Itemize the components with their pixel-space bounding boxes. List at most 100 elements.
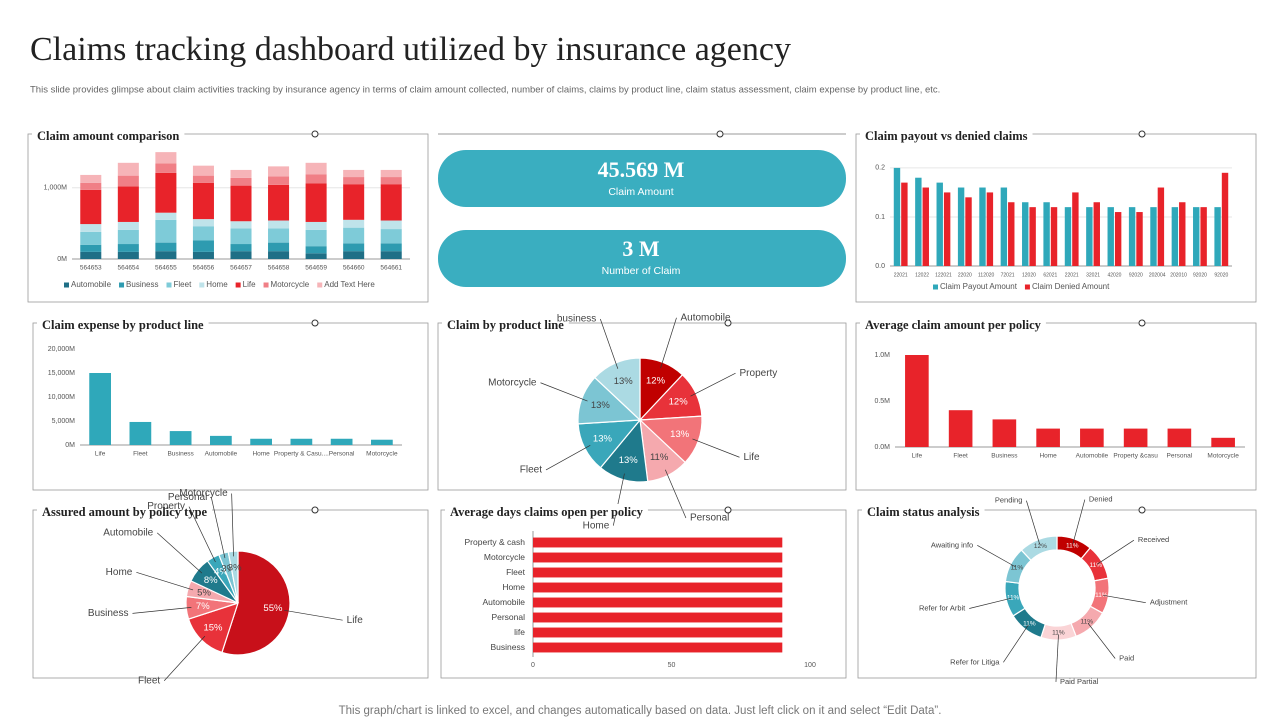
bar [948, 410, 973, 447]
bar [1036, 428, 1060, 447]
slice-label: 11% [650, 452, 669, 463]
leader-line [136, 571, 194, 591]
bar-segment [380, 220, 402, 230]
slice-label: 13% [591, 400, 611, 411]
x-tick-label: 564654 [117, 265, 139, 272]
panel-title: Claim by product line [447, 318, 564, 332]
legend-swatch [119, 282, 125, 288]
leader-line [540, 382, 588, 402]
bar-segment [305, 253, 327, 259]
bar [290, 438, 313, 445]
x-tick-label: Home [1039, 453, 1057, 460]
bar-segment [192, 182, 214, 220]
x-tick-label: 12020 [1022, 272, 1036, 278]
x-tick-label: Fleet [953, 453, 968, 460]
bar [936, 182, 943, 266]
bar-segment [80, 182, 102, 190]
y-tick-label: 0M [57, 256, 67, 263]
bar-segment [192, 251, 214, 259]
y-tick-label: 15,000M [48, 370, 75, 377]
x-tick-label: Life [95, 451, 106, 458]
bar-segment [80, 224, 102, 232]
kpi-card [438, 230, 846, 287]
panel-title: Claim amount comparison [37, 129, 179, 143]
bar [1008, 202, 1015, 266]
bar [922, 187, 929, 266]
x-tick-label: 202004 [1149, 272, 1166, 278]
y-tick-label: 5,000M [52, 418, 76, 425]
bar-segment [268, 184, 290, 221]
bar [533, 582, 783, 593]
legend-swatch [166, 282, 172, 288]
slice-label: 12% [1034, 543, 1047, 550]
slice-label: 11% [1066, 542, 1079, 549]
bar [1211, 437, 1235, 447]
slice-category: Life [743, 452, 760, 463]
y-tick-label: 0.0M [874, 444, 890, 451]
bar-segment [305, 162, 327, 175]
kpi-card [438, 150, 846, 207]
leader-line [163, 635, 206, 682]
bar [915, 177, 922, 266]
bar-segment [343, 227, 365, 244]
x-tick-label: 564658 [268, 265, 290, 272]
slice-label: 4% [214, 567, 228, 578]
legend-label: Motorcycle [271, 280, 310, 289]
y-tick-label: 1.0M [874, 352, 890, 359]
x-tick-label: 564660 [343, 265, 365, 272]
slice-category: Home [583, 520, 610, 531]
bar [129, 421, 152, 445]
bar [330, 438, 353, 445]
slice-label: 3% [221, 564, 235, 575]
bar-segment [192, 226, 214, 241]
legend-label: Claim Denied Amount [1032, 282, 1110, 291]
bar [1064, 207, 1072, 266]
bar-segment [268, 220, 290, 229]
bar [943, 192, 951, 266]
slice-category: Business [88, 608, 129, 619]
bar-segment [230, 177, 252, 186]
legend-label: Add Text Here [324, 280, 375, 289]
bar [371, 439, 393, 445]
page-subtitle: This slide provides glimpse about claim … [30, 85, 940, 96]
x-tick-label: Home [252, 451, 270, 458]
leader-line [210, 497, 226, 559]
x-tick-label: Automobile [1076, 453, 1109, 460]
bar-segment [230, 185, 252, 222]
leader-line [1055, 634, 1059, 682]
bar [1114, 212, 1122, 266]
bar-segment [343, 169, 365, 178]
bar-segment [155, 242, 177, 252]
bar-segment [305, 229, 327, 247]
x-tick-label: 22020 [958, 272, 972, 278]
bar-segment [192, 165, 214, 176]
leader-line [660, 317, 677, 369]
slice-category: Home [106, 567, 133, 578]
bar-segment [268, 166, 290, 177]
y-tick-label: Fleet [506, 567, 526, 577]
bar [169, 431, 192, 445]
kpi-value: 3 M [622, 236, 660, 261]
bar-segment [268, 176, 290, 185]
bar [1167, 428, 1192, 447]
slice-label: 7% [196, 601, 210, 612]
x-tick-label: 564661 [380, 265, 402, 272]
slice-label: 11% [1052, 630, 1065, 637]
bar [1193, 207, 1200, 266]
leader-line [1087, 622, 1116, 659]
slice-category: Refer for Litiga [950, 657, 1000, 666]
bar-segment [80, 244, 102, 252]
slice-category: business [557, 314, 596, 325]
leader-line [665, 469, 687, 519]
bar [1123, 428, 1148, 447]
title-backdrop [32, 128, 185, 140]
y-tick-label: 1,000M [44, 185, 68, 192]
x-tick-label: 22021 [1065, 272, 1079, 278]
bar [1043, 202, 1050, 266]
bar [533, 642, 783, 653]
legend-label: Home [206, 280, 228, 289]
bar [1136, 212, 1143, 266]
bar-segment [117, 229, 139, 245]
x-tick-label: 122021 [935, 272, 952, 278]
bar [1093, 202, 1100, 266]
